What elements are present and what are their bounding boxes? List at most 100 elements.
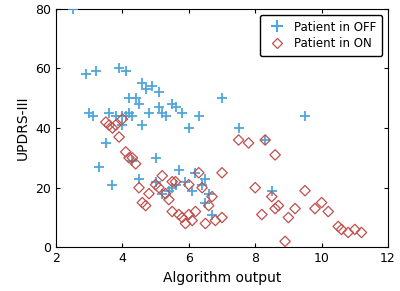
- Point: [126, 96, 132, 101]
- Point: [202, 221, 209, 226]
- Point: [139, 200, 146, 205]
- Point: [189, 218, 195, 223]
- Point: [146, 191, 152, 196]
- Point: [139, 81, 146, 86]
- Point: [282, 239, 288, 244]
- Point: [132, 96, 139, 101]
- Point: [272, 152, 278, 157]
- Point: [358, 230, 365, 235]
- Point: [132, 162, 139, 166]
- Point: [112, 123, 119, 127]
- Point: [166, 188, 172, 193]
- Point: [96, 164, 102, 169]
- Point: [136, 185, 142, 190]
- Point: [89, 114, 96, 118]
- X-axis label: Algorithm output: Algorithm output: [163, 271, 281, 285]
- Point: [172, 182, 179, 187]
- Point: [196, 171, 202, 175]
- Point: [285, 215, 292, 220]
- Point: [162, 114, 169, 118]
- Point: [352, 227, 358, 232]
- Point: [152, 179, 159, 184]
- Point: [209, 194, 215, 199]
- Point: [129, 159, 136, 163]
- Point: [93, 69, 99, 74]
- Point: [136, 176, 142, 181]
- Point: [272, 206, 278, 211]
- Point: [159, 191, 166, 196]
- Point: [235, 138, 242, 142]
- Point: [129, 114, 136, 118]
- Point: [102, 120, 109, 125]
- Point: [116, 66, 122, 71]
- Point: [219, 171, 225, 175]
- Point: [245, 141, 252, 145]
- Point: [152, 182, 159, 187]
- Point: [335, 224, 342, 229]
- Point: [142, 87, 149, 92]
- Point: [179, 111, 185, 116]
- Point: [83, 72, 89, 77]
- Point: [106, 111, 112, 116]
- Point: [156, 90, 162, 95]
- Point: [102, 141, 109, 145]
- Point: [219, 96, 225, 101]
- Point: [186, 212, 192, 217]
- Point: [176, 168, 182, 172]
- Point: [70, 6, 76, 11]
- Point: [252, 185, 258, 190]
- Point: [186, 126, 192, 130]
- Point: [156, 185, 162, 190]
- Point: [172, 179, 179, 184]
- Point: [106, 123, 112, 127]
- Point: [182, 221, 189, 226]
- Point: [169, 185, 176, 190]
- Point: [156, 105, 162, 109]
- Point: [86, 111, 92, 116]
- Point: [109, 126, 116, 130]
- Point: [199, 185, 205, 190]
- Point: [235, 126, 242, 130]
- Point: [139, 123, 146, 127]
- Point: [126, 155, 132, 160]
- Point: [179, 215, 185, 220]
- Point: [182, 179, 189, 184]
- Point: [159, 173, 166, 178]
- Point: [259, 212, 265, 217]
- Point: [189, 188, 195, 193]
- Point: [126, 111, 132, 116]
- Point: [152, 155, 159, 160]
- Point: [212, 218, 218, 223]
- Point: [169, 209, 176, 214]
- Y-axis label: UPDRS-III: UPDRS-III: [16, 96, 30, 160]
- Point: [142, 203, 149, 208]
- Point: [162, 191, 169, 196]
- Point: [292, 206, 298, 211]
- Point: [302, 188, 308, 193]
- Point: [302, 114, 308, 118]
- Point: [116, 135, 122, 139]
- Point: [119, 117, 126, 121]
- Point: [136, 102, 142, 107]
- Point: [122, 114, 129, 118]
- Point: [169, 179, 176, 184]
- Point: [112, 114, 119, 118]
- Legend: Patient in OFF, Patient in ON: Patient in OFF, Patient in ON: [260, 15, 382, 56]
- Point: [318, 200, 325, 205]
- Point: [172, 105, 179, 109]
- Point: [159, 111, 166, 116]
- Point: [325, 209, 332, 214]
- Point: [176, 212, 182, 217]
- Point: [312, 206, 318, 211]
- Point: [219, 215, 225, 220]
- Point: [202, 200, 209, 205]
- Point: [166, 197, 172, 202]
- Point: [269, 188, 275, 193]
- Point: [129, 155, 136, 160]
- Point: [275, 203, 282, 208]
- Point: [122, 69, 129, 74]
- Point: [196, 114, 202, 118]
- Point: [202, 176, 209, 181]
- Point: [146, 111, 152, 116]
- Point: [192, 209, 199, 214]
